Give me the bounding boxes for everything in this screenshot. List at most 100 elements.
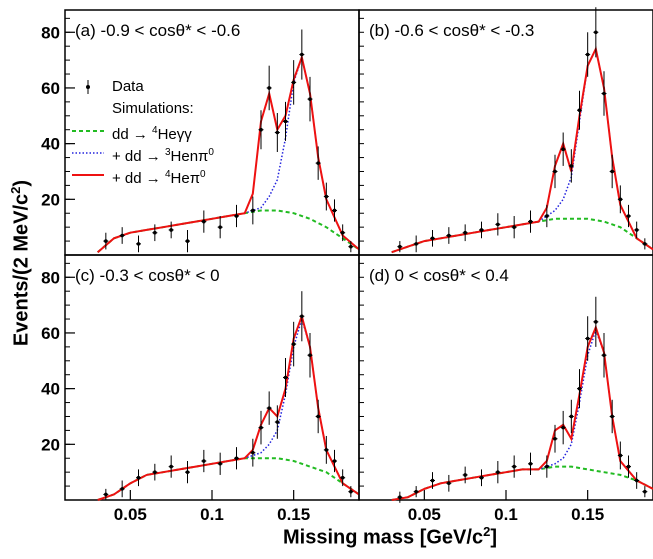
legend-entry-he3npi: + dd → 3Henπ0 xyxy=(70,142,270,165)
data-point-0-4 xyxy=(169,228,173,232)
data-point-1-10 xyxy=(553,169,557,174)
data-point-3-11 xyxy=(561,425,565,430)
x-tick-label-2-2: 0.15 xyxy=(277,505,310,524)
data-point-1-0 xyxy=(398,244,402,249)
legend-data-label: Data xyxy=(112,78,144,95)
data-marker-icon xyxy=(86,80,90,94)
data-point-0-8 xyxy=(234,214,239,218)
data-point-1-20 xyxy=(634,228,639,232)
legend-sim-header: Simulations: xyxy=(112,100,194,117)
data-point-0-17 xyxy=(316,161,320,165)
solid-line-icon xyxy=(72,174,104,176)
data-point-0-2 xyxy=(136,242,141,246)
y-tick-label-0-0: 20 xyxy=(41,190,60,209)
data-point-1-5 xyxy=(479,228,484,232)
data-point-3-18 xyxy=(618,453,623,458)
data-point-0-12 xyxy=(275,130,280,135)
data-point-3-1 xyxy=(414,489,418,494)
data-point-1-7 xyxy=(512,225,516,229)
data-point-1-15 xyxy=(594,30,598,35)
data-point-0-15 xyxy=(300,52,304,57)
data-point-3-15 xyxy=(594,320,598,324)
data-point-3-6 xyxy=(496,470,500,474)
legend-entry-he4pi-label: + dd → 4Heπ0 xyxy=(112,169,206,187)
data-point-2-2 xyxy=(136,475,141,480)
data-point-1-14 xyxy=(585,52,590,57)
data-point-1-3 xyxy=(447,233,451,238)
y-tick-label-2-2: 60 xyxy=(41,324,60,343)
data-point-3-10 xyxy=(553,436,557,441)
data-point-0-16 xyxy=(308,97,312,101)
data-point-2-3 xyxy=(153,470,157,474)
y-tick-label-0-2: 60 xyxy=(41,79,60,98)
data-point-2-9 xyxy=(251,450,255,455)
data-point-1-17 xyxy=(610,169,614,174)
legend-data-row: Data xyxy=(70,76,270,98)
data-point-2-17 xyxy=(316,414,320,419)
data-point-0-5 xyxy=(185,239,190,243)
y-tick-label-0-1: 40 xyxy=(41,135,60,154)
x-tick-label-3-2: 0.15 xyxy=(571,505,604,524)
data-point-1-6 xyxy=(496,222,500,227)
series-line-he4pi-2 xyxy=(97,312,360,501)
data-point-2-20 xyxy=(340,475,345,480)
legend: Data Simulations: dd → 4Heγγ + dd → 3Hen… xyxy=(70,76,270,187)
data-point-3-4 xyxy=(463,473,467,477)
data-point-3-20 xyxy=(634,478,639,483)
x-tick-label-3-1: 0.1 xyxy=(494,505,518,524)
data-point-0-19 xyxy=(332,208,337,213)
data-point-2-16 xyxy=(308,353,312,358)
data-point-3-17 xyxy=(610,414,614,419)
data-point-3-12 xyxy=(569,414,574,419)
data-point-0-13 xyxy=(283,119,288,124)
data-point-1-9 xyxy=(545,214,549,218)
data-point-2-12 xyxy=(275,420,280,424)
legend-entry-he4gg-label: dd → 4Heγγ xyxy=(112,125,192,143)
data-point-2-14 xyxy=(291,342,296,346)
data-point-2-8 xyxy=(234,456,239,461)
x-tick-label-2-0: 0.05 xyxy=(114,505,147,524)
data-point-1-19 xyxy=(626,214,631,218)
legend-entry-he4gg: dd → 4Heγγ xyxy=(70,120,270,143)
data-point-3-8 xyxy=(528,462,533,466)
data-point-3-7 xyxy=(512,464,516,469)
data-point-2-5 xyxy=(185,470,190,474)
dashed-line-icon xyxy=(72,130,104,132)
data-point-3-9 xyxy=(545,464,549,469)
data-point-3-19 xyxy=(626,464,631,469)
data-point-1-4 xyxy=(463,230,467,235)
data-point-2-11 xyxy=(267,406,271,410)
data-point-0-10 xyxy=(259,127,263,132)
data-point-0-0 xyxy=(104,239,108,243)
data-point-0-11 xyxy=(267,86,271,90)
data-point-1-16 xyxy=(602,91,606,96)
panel-frame-3 xyxy=(358,254,653,501)
legend-sim-header-row: Simulations: xyxy=(70,98,270,120)
data-point-3-3 xyxy=(447,481,451,486)
data-point-0-6 xyxy=(202,219,206,224)
y-axis-label: Events/(2 MeV/c2) xyxy=(8,179,33,347)
data-point-2-19 xyxy=(332,459,337,463)
x-tick-label-2-1: 0.1 xyxy=(200,505,224,524)
panel-label-2: (c) -0.3 < cosθ* < 0 xyxy=(75,266,220,285)
data-point-2-18 xyxy=(324,448,329,452)
legend-entry-he4pi: + dd → 4Heπ0 xyxy=(70,164,270,187)
data-point-1-2 xyxy=(430,236,435,241)
data-point-0-1 xyxy=(120,233,124,238)
data-point-0-7 xyxy=(218,225,222,229)
data-point-3-0 xyxy=(398,495,402,500)
data-point-3-13 xyxy=(577,386,582,391)
data-point-0-20 xyxy=(340,230,345,235)
data-point-0-18 xyxy=(324,194,329,199)
data-point-3-5 xyxy=(479,475,484,480)
data-point-2-15 xyxy=(300,314,304,319)
data-point-2-7 xyxy=(218,462,222,466)
x-tick-label-3-0: 0.05 xyxy=(408,505,441,524)
series-line-he4gg-3 xyxy=(391,465,653,501)
panel-label-0: (a) -0.9 < cosθ* < -0.6 xyxy=(75,21,240,40)
series-line-he3npi-1 xyxy=(391,46,653,253)
data-point-3-16 xyxy=(602,353,606,358)
data-point-3-14 xyxy=(585,336,590,341)
data-point-1-21 xyxy=(643,242,647,246)
